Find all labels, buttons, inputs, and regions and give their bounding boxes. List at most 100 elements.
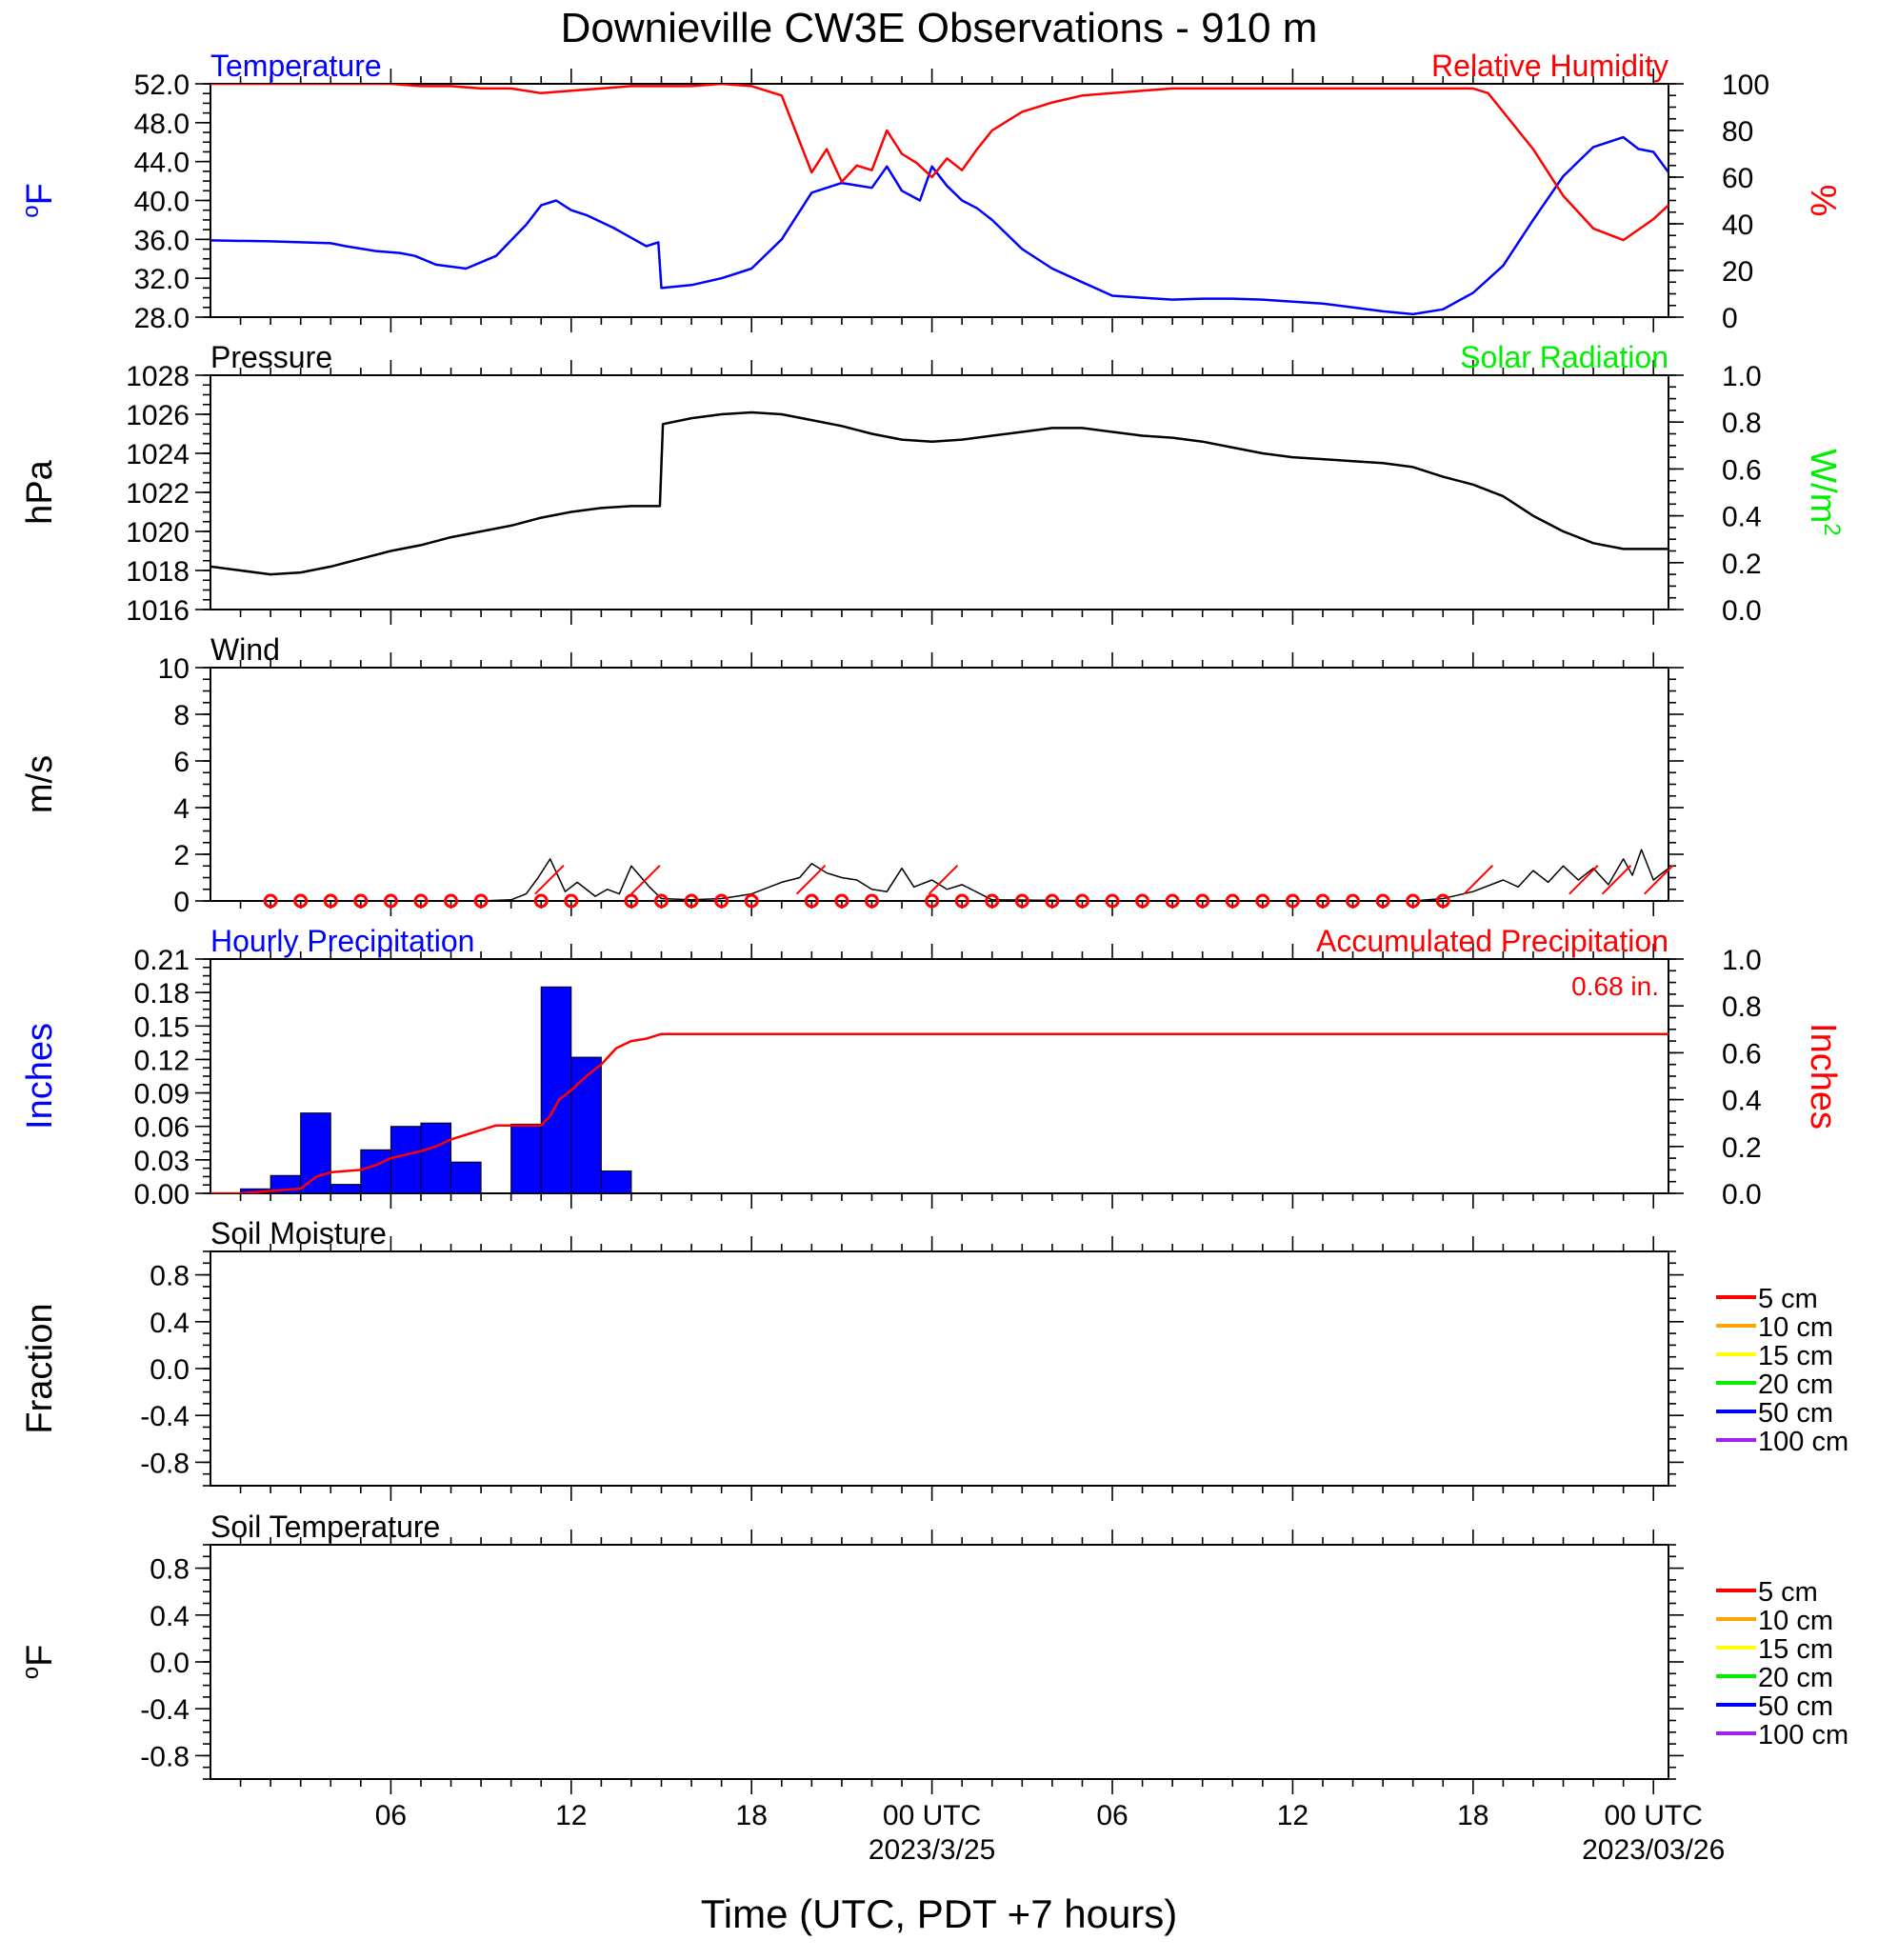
- y-right-tick-label: 1.0: [1722, 945, 1762, 976]
- y-right-tick-label: 0.8: [1722, 991, 1762, 1023]
- y-axis-title-part: F: [20, 1645, 60, 1667]
- y-right-tick-label: 60: [1722, 163, 1753, 194]
- x-tick-label: 12: [555, 1800, 587, 1831]
- calm-wind-marker: [1346, 893, 1361, 909]
- panel-left-label: Soil Moisture: [210, 1216, 387, 1250]
- legend-label: 20 cm: [1758, 1663, 1833, 1693]
- y-axis-title-right: %: [1803, 185, 1843, 217]
- calm-wind-marker: [1285, 893, 1300, 909]
- series-line-wind: [210, 849, 1668, 901]
- panel-temperature-humidity: 52.0 48.0 44.0 40.0 36.0 32.0 28.0 100 80 60 40 20 0…: [18, 49, 1843, 334]
- calm-wind-marker: [654, 893, 669, 909]
- y-tick-label: 0.15: [134, 1011, 190, 1043]
- y-right-tick-label: 100: [1722, 70, 1769, 101]
- calm-wind-marker: [293, 893, 309, 909]
- legend-label: 10 cm: [1758, 1312, 1833, 1343]
- precip-bar: [450, 1161, 482, 1193]
- x-tick-label: 06: [375, 1800, 407, 1831]
- chart-title: Downieville CW3E Observations - 910 m: [561, 5, 1318, 51]
- calm-wind-marker: [804, 893, 819, 909]
- panel-right-label: Relative Humidity: [1431, 49, 1668, 83]
- calm-wind-marker: [323, 893, 338, 909]
- calm-wind-marker: [1255, 893, 1270, 909]
- precip-total-label: 0.68 in.: [1571, 971, 1659, 1001]
- calm-wind-marker: [353, 893, 369, 909]
- legend-label: 15 cm: [1758, 1634, 1833, 1665]
- precip-bar: [540, 986, 572, 1193]
- calm-wind-marker: [954, 893, 969, 909]
- y-right-tick-label: 0.2: [1722, 1132, 1762, 1164]
- y-tick-label: 0.8: [150, 1261, 190, 1292]
- y-right-tick-label: 0.2: [1722, 549, 1762, 580]
- panel-right-label: Solar Radiation: [1460, 340, 1668, 374]
- y-right-tick-label: 0.0: [1722, 1179, 1762, 1210]
- y-axis-title-left: hPa: [20, 459, 60, 524]
- calm-wind-marker: [864, 893, 879, 909]
- panel-left-label: Soil Temperature: [210, 1510, 440, 1544]
- panel-data: [210, 84, 1668, 316]
- y-tick-label: 0.21: [134, 945, 190, 976]
- y-axis-title-part: o: [18, 1667, 44, 1679]
- panel-left-label: Temperature: [210, 49, 382, 83]
- y-tick-label: 28.0: [134, 303, 190, 334]
- x-date-label: 2023/3/25: [869, 1834, 995, 1866]
- y-tick-label: 8: [173, 700, 190, 731]
- legend-label: 50 cm: [1758, 1691, 1833, 1722]
- y-tick-label: 40.0: [134, 187, 190, 218]
- y-tick-label: 36.0: [134, 225, 190, 256]
- panel-soil-moisture: 0.8 0.4 0.0 -0.4 -0.8 Soil Moisture Fraction 5 …: [20, 1216, 1848, 1501]
- y-tick-label: 0.03: [134, 1146, 190, 1177]
- wind-barb: [1644, 864, 1674, 895]
- y-tick-label: 1024: [126, 439, 190, 470]
- y-axis-title-left: Fraction: [20, 1303, 60, 1433]
- y-axis-title-part: o: [18, 205, 44, 217]
- x-tick-label: 00 UTC: [1605, 1800, 1703, 1831]
- y-axis-title-part: 2: [1819, 523, 1845, 535]
- precip-bar: [570, 1056, 602, 1193]
- calm-wind-marker: [1225, 893, 1240, 909]
- panel-frame: [210, 667, 1669, 902]
- y-tick-label: -0.4: [140, 1694, 190, 1726]
- series-line-accumulated-precipitation: [210, 1032, 1668, 1193]
- y-tick-label: 48.0: [134, 109, 190, 140]
- y-right-tick-label: 80: [1722, 116, 1753, 148]
- panel-left-label: Pressure: [210, 340, 332, 374]
- y-tick-label: 1018: [126, 556, 190, 588]
- calm-wind-marker: [1165, 893, 1180, 909]
- y-tick-label: 0.4: [150, 1308, 190, 1339]
- precip-bar: [600, 1170, 632, 1193]
- x-tick-label: 06: [1096, 1800, 1128, 1831]
- y-tick-label: 0.18: [134, 978, 190, 1010]
- y-tick-label: 0.8: [150, 1554, 190, 1586]
- y-tick-label: 1016: [126, 595, 190, 627]
- panel-precipitation: 0.210.180.150.120.090.060.030.00 1.0 0.8 0.…: [20, 924, 1843, 1210]
- y-right-tick-label: 0.8: [1722, 408, 1762, 439]
- calm-wind-marker: [1435, 893, 1450, 909]
- panel-left-label: Wind: [210, 632, 280, 667]
- legend-label: 10 cm: [1758, 1606, 1833, 1636]
- calm-wind-marker: [564, 893, 579, 909]
- calm-wind-marker: [1375, 893, 1390, 909]
- precip-bar: [420, 1122, 452, 1193]
- y-tick-label: 2: [173, 840, 190, 871]
- calm-wind-marker: [1045, 893, 1060, 909]
- panel-data: [210, 410, 1668, 576]
- y-right-tick-label: 0.4: [1722, 502, 1762, 533]
- series-line-relative-humidity: [210, 84, 1668, 242]
- x-tick-label: 00 UTC: [883, 1800, 981, 1831]
- y-tick-label: 1022: [126, 478, 190, 510]
- y-tick-label: 1020: [126, 517, 190, 549]
- x-tick-label: 18: [736, 1800, 768, 1831]
- y-tick-label: 0.09: [134, 1079, 190, 1110]
- y-tick-label: -0.8: [140, 1741, 190, 1772]
- y-tick-label: 0.0: [150, 1354, 190, 1386]
- legend-label: 50 cm: [1758, 1398, 1833, 1429]
- y-tick-label: 1026: [126, 400, 190, 431]
- calm-wind-marker: [1315, 893, 1330, 909]
- wind-barb: [1601, 864, 1632, 895]
- panel-wind: 10 8 6 4 2 0 Wind m/s: [20, 632, 1684, 918]
- precip-bar: [510, 1123, 542, 1193]
- y-axis-title-left: Inches: [20, 1023, 60, 1130]
